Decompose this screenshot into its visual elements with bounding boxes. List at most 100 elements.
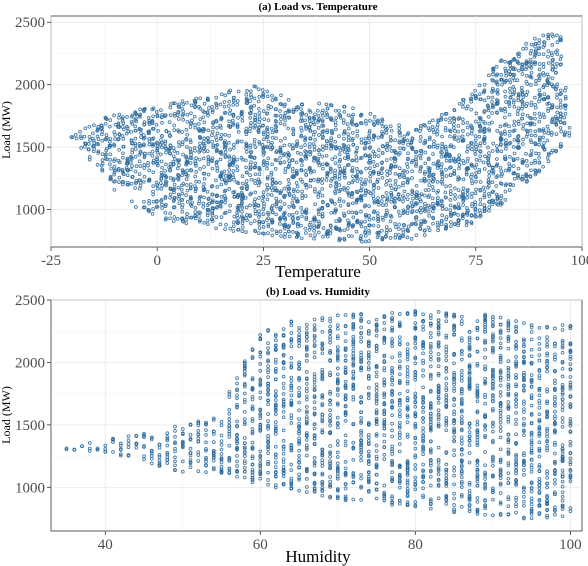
data-point-a-2606 [482,189,487,194]
data-point-b-837 [343,482,348,487]
data-point-b-1092 [382,360,387,365]
data-point-b-1105 [382,335,387,340]
data-point-b-562 [297,442,301,446]
data-point-b-190 [227,471,232,475]
data-point-a-1342 [294,170,299,175]
data-point-a-569 [193,184,197,188]
data-point-b-225 [235,453,239,458]
data-point-b-228 [235,459,239,464]
data-point-a-2219 [423,138,428,143]
data-point-a-2474 [461,203,465,207]
data-point-a-2722 [495,149,500,154]
data-point-b-115 [188,436,193,441]
data-point-a-884 [236,227,241,232]
data-point-a-3158 [553,65,558,69]
data-point-b-551 [297,429,301,434]
data-point-a-2019 [393,138,397,143]
data-point-a-344 [159,159,164,164]
data-point-a-735 [218,157,223,162]
data-point-b-3 [72,448,77,452]
data-point-a-2375 [448,120,452,125]
data-point-a-851 [231,173,235,177]
data-point-b-923 [359,368,363,373]
data-point-b-702 [320,448,325,452]
data-point-b-44 [142,457,146,462]
data-point-b-735 [328,408,332,412]
data-point-b-964 [366,320,371,324]
data-point-a-421 [172,182,177,187]
data-point-b-1289 [413,436,418,441]
data-point-a-840 [231,169,236,173]
data-point-a-3180 [559,54,564,59]
data-point-b-338 [258,425,263,430]
data-point-b-885 [351,387,356,391]
data-point-b-792 [335,388,340,393]
data-point-a-3098 [545,102,550,106]
data-point-a-33 [96,151,101,155]
data-point-a-1360 [299,145,304,149]
data-point-b-1451 [436,373,441,378]
data-point-a-1216 [278,181,282,185]
data-point-b-748 [328,431,332,436]
data-point-a-997 [252,141,257,146]
data-point-a-181 [133,141,138,146]
data-point-a-2361 [449,224,453,229]
data-point-a-1008 [252,84,257,89]
data-point-a-111 [116,137,121,141]
data-point-a-1180 [273,185,278,190]
data-point-b-1499 [444,376,449,381]
data-point-a-42 [96,137,101,141]
data-point-b-1573 [452,371,456,375]
data-point-a-2527 [469,131,474,136]
data-point-a-719 [215,147,219,152]
data-point-b-1316 [413,312,418,317]
data-point-b-1519 [444,401,449,406]
data-point-a-2857 [511,100,516,105]
data-point-b-104 [188,461,193,466]
data-point-a-2609 [483,121,487,126]
data-point-a-1024 [253,178,257,183]
data-point-a-977 [248,203,252,208]
data-point-b-992 [366,422,371,427]
data-point-a-2854 [512,158,516,163]
data-point-a-1524 [321,234,325,239]
data-point-b-1613 [459,387,464,392]
data-point-b-1585 [459,368,464,373]
data-point-a-3173 [558,62,563,67]
data-point-b-1681 [467,425,472,430]
data-point-b-994 [366,356,371,361]
data-point-b-1153 [390,463,394,468]
data-point-a-2379 [447,159,452,163]
data-point-a-1215 [278,191,283,196]
data-point-a-2213 [422,123,426,127]
data-point-a-1151 [270,219,275,224]
data-point-a-2659 [486,114,491,119]
data-point-a-630 [202,149,207,154]
data-point-b-1238 [405,342,410,346]
data-point-a-2271 [431,206,436,211]
data-point-b-773 [335,334,340,338]
data-point-b-312 [258,354,263,359]
data-point-a-936 [244,179,249,183]
data-point-a-685 [211,121,215,126]
data-point-a-3 [74,136,79,141]
data-point-a-536 [188,168,193,172]
data-point-a-369 [163,113,168,117]
data-point-a-818 [227,178,231,183]
data-point-a-2366 [448,203,453,208]
data-point-b-381 [266,423,270,428]
data-point-b-255 [242,465,247,470]
data-point-a-464 [181,152,185,157]
data-point-a-767 [223,150,228,155]
data-point-b-56 [149,456,154,461]
data-point-b-956 [359,441,363,446]
data-point-a-862 [235,168,240,173]
data-point-b-1051 [374,324,379,329]
data-point-a-2975 [529,48,534,53]
data-point-a-2391 [452,212,456,216]
data-point-a-1499 [316,118,321,123]
data-point-b-1102 [382,445,387,449]
data-point-a-1069 [261,109,266,113]
data-point-b-686 [320,481,325,486]
data-point-a-3041 [537,127,542,132]
